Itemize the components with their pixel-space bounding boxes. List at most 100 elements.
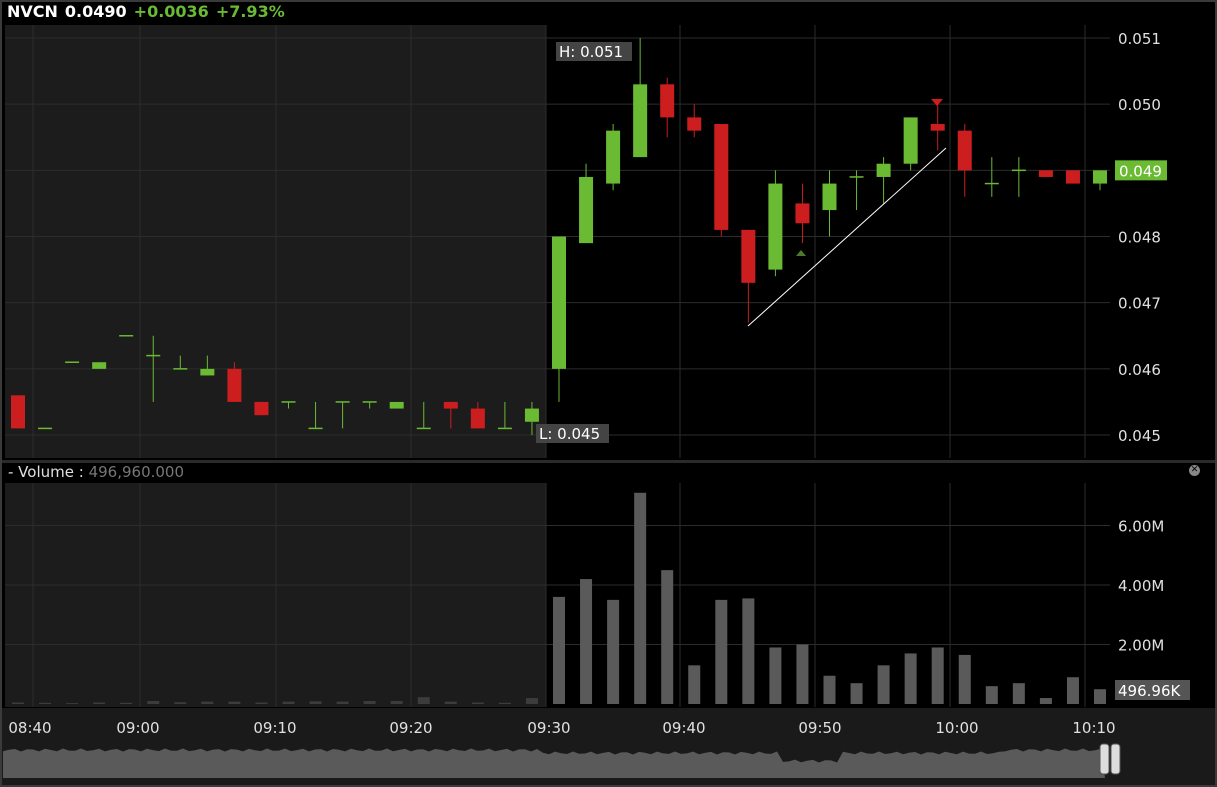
volume-bar — [255, 702, 268, 704]
quote-header: NVCN 0.0490 +0.0036 +7.93% — [0, 0, 1217, 24]
price-tick-label: 0.048 — [1118, 229, 1161, 247]
volume-bar — [688, 665, 701, 704]
trend-line — [747, 147, 947, 327]
candle-body — [552, 236, 566, 369]
volume-bar — [282, 701, 295, 704]
candle-body — [92, 362, 107, 369]
volume-bar — [120, 702, 133, 704]
volume-bar — [228, 701, 241, 704]
sell-marker-icon — [931, 99, 943, 106]
volume-bar — [174, 702, 187, 704]
candle-body — [606, 130, 621, 184]
volume-header: - Volume : 496,960.000 — [8, 463, 184, 482]
volume-tick-label: 6.00M — [1118, 518, 1164, 536]
price-tick-label: 0.051 — [1118, 30, 1161, 48]
volume-value: 496,960.000 — [88, 463, 185, 481]
buy-marker-icon — [796, 250, 806, 256]
volume-bar — [147, 701, 160, 704]
volume-bar — [201, 701, 214, 704]
high-label-box — [556, 42, 632, 61]
candle-body — [876, 163, 891, 177]
volume-bar — [336, 701, 349, 704]
volume-bar — [823, 675, 836, 704]
time-tick-label: 08:40 — [8, 719, 51, 737]
candle-body — [11, 395, 25, 429]
candle-body — [1065, 170, 1080, 184]
price-change: +0.0036 — [133, 2, 209, 21]
time-tick-label: 09:20 — [389, 719, 432, 737]
price-tick-label: 0.047 — [1118, 295, 1161, 313]
time-axis — [0, 708, 1217, 740]
volume-bar — [958, 654, 971, 704]
close-volume-panel-button[interactable]: ✕ — [1189, 465, 1200, 476]
navigator-series — [3, 748, 1105, 778]
volume-bar — [1039, 698, 1052, 704]
volume-bar — [850, 683, 863, 704]
price-tick-label: 0.045 — [1118, 427, 1161, 445]
panel-divider — [0, 460, 1217, 463]
price-tick-label: 0.046 — [1118, 361, 1161, 379]
low-label-box — [536, 424, 609, 443]
volume-bar — [444, 701, 457, 704]
last-volume-tag — [1115, 680, 1190, 700]
time-tick-label: 09:40 — [662, 719, 705, 737]
volume-tick-label: 2.00M — [1118, 637, 1164, 655]
candle-body — [579, 176, 594, 244]
volume-bar — [1066, 677, 1079, 704]
candle-body — [200, 368, 215, 376]
time-tick-label: 09:00 — [116, 719, 159, 737]
volume-label: - Volume : — [8, 463, 84, 481]
time-tick-label: 10:00 — [935, 719, 978, 737]
candle-body — [443, 401, 458, 409]
candle-body — [822, 183, 837, 211]
volume-bar — [66, 703, 79, 704]
last-volume-tag-label: 496.96K — [1118, 682, 1181, 700]
candle-body — [254, 401, 269, 416]
volume-bar — [877, 665, 890, 704]
volume-bar — [985, 686, 998, 704]
volume-bar — [525, 698, 538, 704]
navigator-left-handle[interactable] — [1099, 743, 1110, 775]
volume-bar — [498, 702, 511, 704]
candle-body — [714, 124, 729, 230]
volume-bar — [309, 701, 322, 704]
volume-bar — [363, 701, 376, 704]
candle-body — [768, 183, 783, 270]
volume-bar — [661, 570, 674, 704]
volume-bar — [1094, 689, 1106, 704]
price-tick-label: 0.050 — [1118, 96, 1161, 114]
last-price-tag — [1115, 160, 1167, 181]
low-label: L: 0.045 — [539, 425, 600, 443]
candle-body — [795, 203, 810, 224]
volume-bar — [390, 701, 403, 704]
candle-body — [930, 124, 945, 131]
candle-body — [957, 130, 972, 171]
high-label: H: 0.051 — [559, 43, 623, 61]
candle-body — [470, 408, 485, 429]
volume-bar — [93, 702, 106, 704]
time-tick-label: 09:50 — [798, 719, 841, 737]
volume-bar — [634, 492, 647, 704]
candle-body — [389, 401, 404, 409]
last-price-tag-label: 0.049 — [1119, 162, 1162, 180]
last-price: 0.0490 — [64, 2, 127, 21]
volume-bar — [39, 702, 52, 704]
time-tick-label: 09:30 — [527, 719, 570, 737]
volume-bar — [769, 647, 782, 704]
volume-bar — [742, 598, 755, 704]
volume-tick-label: 4.00M — [1118, 577, 1164, 595]
volume-bar — [715, 599, 728, 704]
candle-body — [1093, 170, 1107, 184]
navigator-right-handle[interactable] — [1110, 743, 1121, 775]
time-tick-label: 10:10 — [1072, 719, 1115, 737]
volume-bar — [1012, 683, 1025, 704]
volume-bar — [417, 697, 430, 704]
candle-body — [633, 84, 648, 158]
symbol: NVCN — [7, 2, 58, 21]
volume-bar — [796, 644, 809, 704]
price-change-percent: +7.93% — [215, 2, 285, 21]
volume-bar — [607, 599, 620, 704]
volume-bar — [471, 702, 484, 704]
volume-bar — [553, 596, 565, 704]
